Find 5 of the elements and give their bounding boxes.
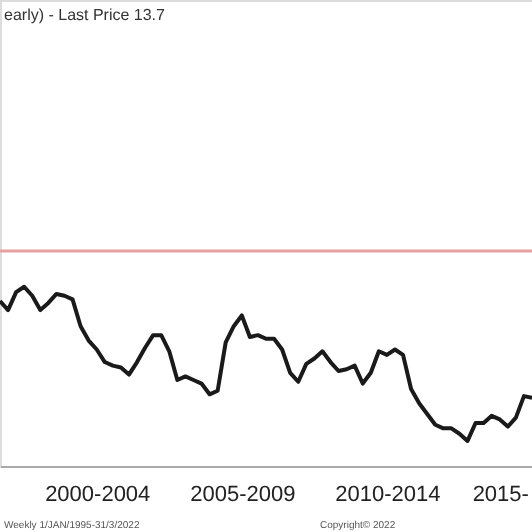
x-tick-label: 2015- bbox=[472, 483, 530, 507]
x-tick-label: 2010-2014 bbox=[335, 483, 441, 507]
chart-title: early) - Last Price 13.7 bbox=[4, 6, 167, 24]
x-tick-label: 2005-2009 bbox=[190, 483, 296, 507]
x-tick-label: 2000-2004 bbox=[45, 483, 151, 507]
